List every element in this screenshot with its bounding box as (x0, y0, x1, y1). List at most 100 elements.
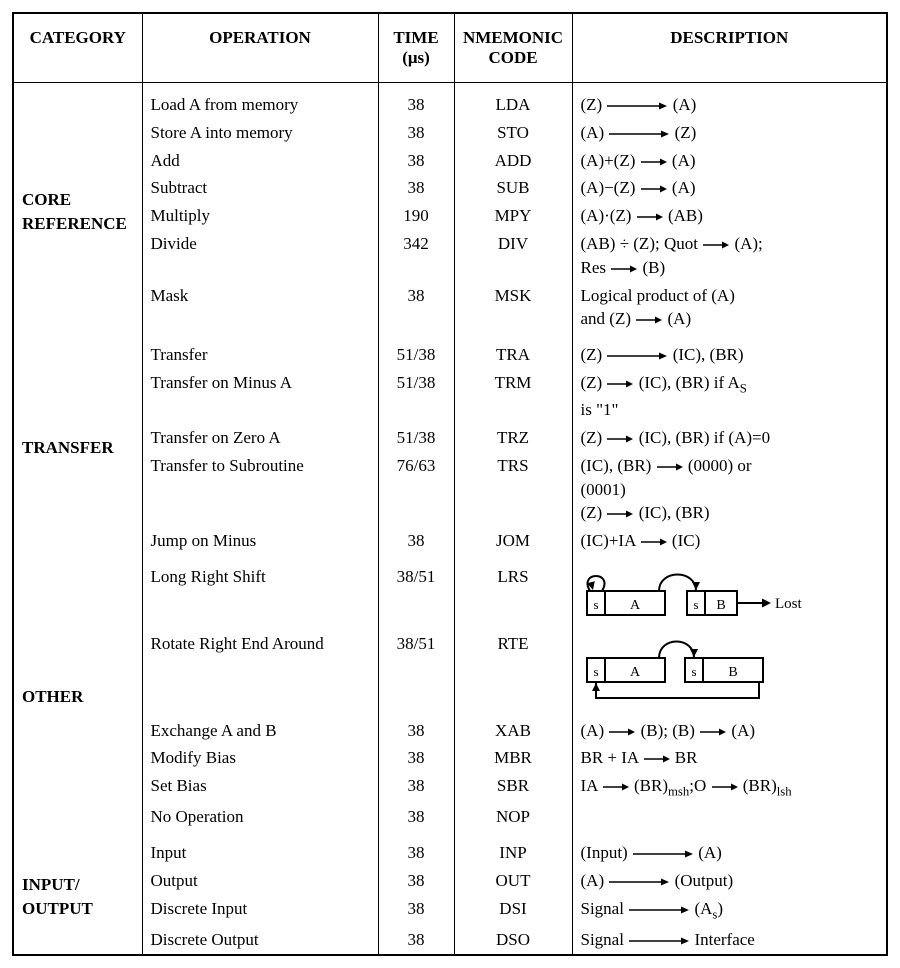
description-cell: (Input) (A) (572, 831, 886, 867)
mnemonic-cell: INP (454, 831, 572, 867)
table-row: No Operation38NOP (14, 803, 886, 831)
operation-cell: Set Bias (142, 772, 378, 803)
time-cell: 342 (378, 230, 454, 282)
description-cell: IA (BR)msh;O (BR)lsh (572, 772, 886, 803)
operation-cell: Long Right Shift (142, 555, 378, 630)
operation-cell: Discrete Output (142, 926, 378, 954)
table-body: COREREFERENCELoad A from memory38LDA(Z) … (14, 83, 886, 954)
description-diagram-cell: sAsBLost (572, 555, 886, 630)
arrow-short-icon (608, 726, 636, 738)
description-cell: Logical product of (A)and (Z) (A) (572, 282, 886, 334)
arrow-long-icon (628, 904, 690, 916)
arrow-short-icon (640, 536, 668, 548)
arrow-short-icon (656, 461, 684, 473)
mnemonic-cell: TRM (454, 369, 572, 424)
description-cell: (IC)+IA (IC) (572, 527, 886, 555)
table-row: Exchange A and B38XAB(A) (B); (B) (A) (14, 717, 886, 745)
arrow-short-icon (711, 781, 739, 793)
col-header-code: NMEMONICCODE (454, 14, 572, 83)
arrow-short-icon (606, 433, 634, 445)
mnemonic-cell: MSK (454, 282, 572, 334)
description-cell: (A) (Z) (572, 119, 886, 147)
arrow-long-icon (606, 350, 668, 362)
col-header-category: CATEGORY (14, 14, 142, 83)
mnemonic-cell: MBR (454, 744, 572, 772)
description-cell: (A)−(Z) (A) (572, 174, 886, 202)
time-cell: 38 (378, 772, 454, 803)
table-row: Modify Bias38MBRBR + IA BR (14, 744, 886, 772)
mnemonic-cell: SUB (454, 174, 572, 202)
operation-cell: Add (142, 147, 378, 175)
mnemonic-cell: DSO (454, 926, 572, 954)
table-row: Mask38MSKLogical product of (A)and (Z) (… (14, 282, 886, 334)
operation-cell: Transfer on Minus A (142, 369, 378, 424)
operation-cell: Multiply (142, 202, 378, 230)
category-cell: TRANSFER (14, 333, 142, 555)
arrow-short-icon (640, 156, 668, 168)
arrow-short-icon (635, 314, 663, 326)
arrow-short-icon (606, 378, 634, 390)
description-cell: (AB) ÷ (Z); Quot (A);Res (B) (572, 230, 886, 282)
operation-cell: Mask (142, 282, 378, 334)
table-row: Set Bias38SBRIA (BR)msh;O (BR)lsh (14, 772, 886, 803)
description-cell: BR + IA BR (572, 744, 886, 772)
table-row: COREREFERENCELoad A from memory38LDA(Z) … (14, 83, 886, 119)
arrow-short-icon (610, 263, 638, 275)
mnemonic-cell: DSI (454, 895, 572, 926)
svg-text:A: A (629, 598, 640, 613)
operation-cell: Discrete Input (142, 895, 378, 926)
col-header-desc: DESCRIPTION (572, 14, 886, 83)
description-cell: (Z) (IC), (BR) if (A)=0 (572, 424, 886, 452)
table-row: Rotate Right End Around38/51RTEsAsB (14, 630, 886, 717)
operation-cell: Transfer (142, 333, 378, 369)
svg-text:s: s (593, 664, 598, 679)
description-cell: Signal (As) (572, 895, 886, 926)
svg-text:B: B (716, 598, 725, 613)
table-row: Transfer on Minus A51/38TRM(Z) (IC), (BR… (14, 369, 886, 424)
description-cell: (A) (Output) (572, 867, 886, 895)
operation-cell: No Operation (142, 803, 378, 831)
arrow-long-icon (632, 848, 694, 860)
operation-cell: Transfer on Zero A (142, 424, 378, 452)
mnemonic-cell: NOP (454, 803, 572, 831)
table-row: Discrete Output38DSOSignal Interface (14, 926, 886, 954)
description-cell: (A) (B); (B) (A) (572, 717, 886, 745)
operation-cell: Transfer to Subroutine (142, 452, 378, 527)
operation-cell: Divide (142, 230, 378, 282)
arrow-long-icon (608, 128, 670, 140)
time-cell: 38 (378, 147, 454, 175)
table-row: Subtract38SUB(A)−(Z) (A) (14, 174, 886, 202)
mnemonic-cell: TRZ (454, 424, 572, 452)
description-cell: (Z) (IC), (BR) (572, 333, 886, 369)
category-cell: INPUT/OUTPUT (14, 831, 142, 954)
time-cell: 38/51 (378, 630, 454, 717)
table-row: Divide342DIV(AB) ÷ (Z); Quot (A);Res (B) (14, 230, 886, 282)
operation-cell: Modify Bias (142, 744, 378, 772)
svg-text:Lost: Lost (775, 596, 803, 612)
time-cell: 38 (378, 867, 454, 895)
description-cell: (IC), (BR) (0000) or(0001)(Z) (IC), (BR) (572, 452, 886, 527)
time-cell: 38 (378, 803, 454, 831)
mnemonic-cell: JOM (454, 527, 572, 555)
description-cell: (A)+(Z) (A) (572, 147, 886, 175)
table-row: Output38OUT(A) (Output) (14, 867, 886, 895)
table-row: Transfer to Subroutine76/63TRS(IC), (BR)… (14, 452, 886, 527)
mnemonic-cell: STO (454, 119, 572, 147)
time-cell: 51/38 (378, 424, 454, 452)
table-row: Store A into memory38STO(A) (Z) (14, 119, 886, 147)
table-row: Transfer on Zero A51/38TRZ(Z) (IC), (BR)… (14, 424, 886, 452)
mnemonic-cell: LDA (454, 83, 572, 119)
svg-text:s: s (593, 597, 598, 612)
svg-text:B: B (728, 665, 737, 680)
operation-cell: Output (142, 867, 378, 895)
mnemonic-cell: LRS (454, 555, 572, 630)
time-cell: 38 (378, 717, 454, 745)
mnemonic-cell: XAB (454, 717, 572, 745)
arrow-short-icon (636, 211, 664, 223)
operation-cell: Load A from memory (142, 83, 378, 119)
table-row: Discrete Input38DSISignal (As) (14, 895, 886, 926)
arrow-long-icon (606, 100, 668, 112)
time-cell: 51/38 (378, 333, 454, 369)
time-cell: 76/63 (378, 452, 454, 527)
table-row: Add38ADD(A)+(Z) (A) (14, 147, 886, 175)
